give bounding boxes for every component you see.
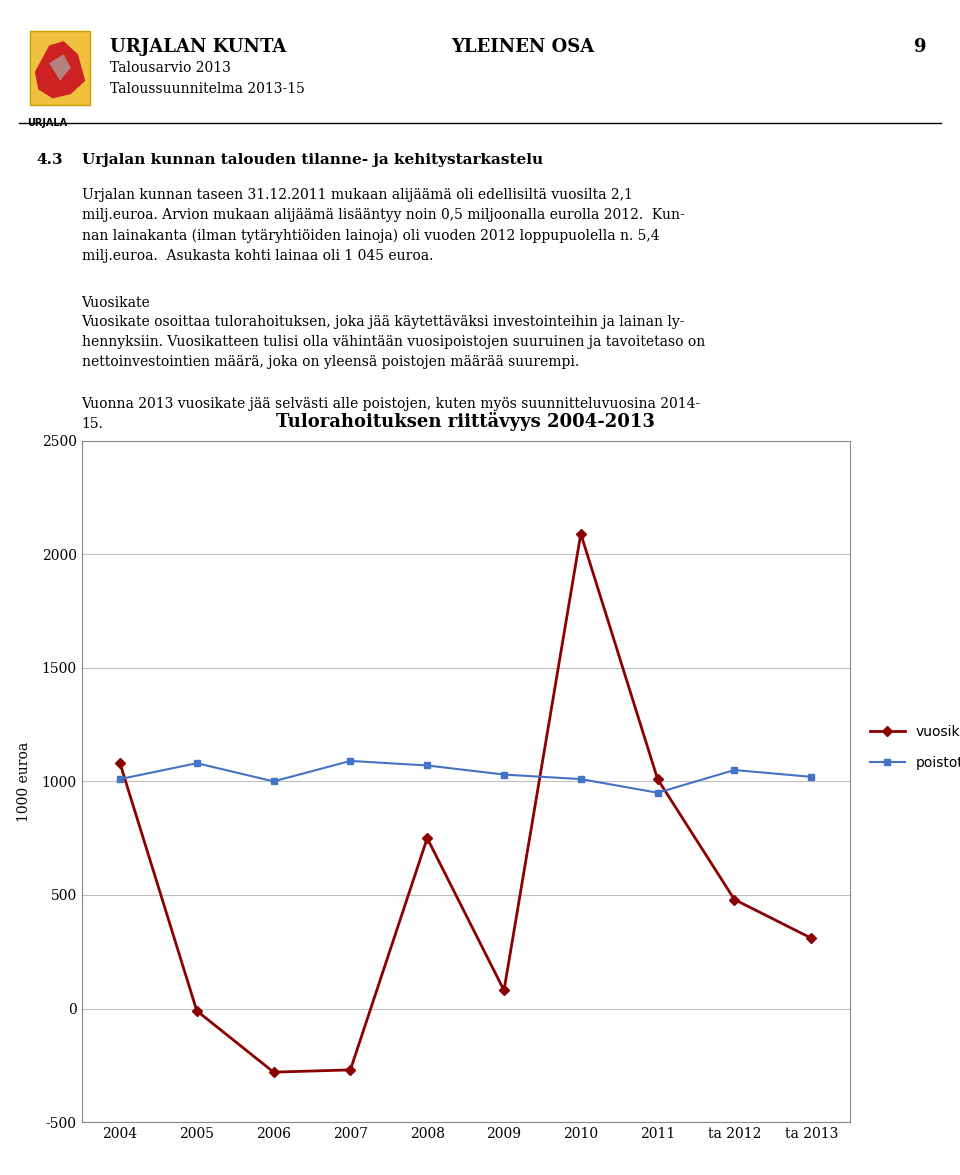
Legend: vuosikate, poistot: vuosikate, poistot: [864, 719, 960, 776]
Text: URJALAN KUNTA: URJALAN KUNTA: [110, 38, 287, 55]
poistot: [345, 754, 356, 768]
Text: Vuonna 2013 vuosikate jää selvästi alle poistojen, kuten myös suunnitteluvuosina: Vuonna 2013 vuosikate jää selvästi alle …: [82, 397, 701, 431]
vuosikate: [114, 757, 126, 771]
poistot: [421, 758, 433, 772]
vuosikate: [345, 1063, 356, 1077]
Bar: [30, 31, 90, 105]
Text: Urjalan kunnan taseen 31.12.2011 mukaan alijäämä oli edellisiltä vuosilta 2,1
mi: Urjalan kunnan taseen 31.12.2011 mukaan …: [82, 188, 684, 263]
Title: Tulorahoituksen riittävyys 2004-2013: Tulorahoituksen riittävyys 2004-2013: [276, 411, 655, 431]
Text: Talousarvio 2013: Talousarvio 2013: [110, 61, 231, 75]
vuosikate: [191, 1003, 203, 1018]
Line: vuosikate: vuosikate: [116, 530, 815, 1075]
poistot: [575, 772, 587, 786]
vuosikate: [805, 931, 817, 945]
vuosikate: [652, 772, 663, 786]
vuosikate: [268, 1065, 279, 1079]
Line: poistot: poistot: [116, 758, 815, 797]
Text: 4.3: 4.3: [36, 153, 63, 167]
vuosikate: [498, 983, 510, 998]
Text: Urjalan kunnan talouden tilanne- ja kehitystarkastelu: Urjalan kunnan talouden tilanne- ja kehi…: [82, 153, 542, 167]
poistot: [114, 772, 126, 786]
Polygon shape: [49, 54, 71, 81]
vuosikate: [729, 893, 740, 907]
vuosikate: [575, 526, 587, 540]
vuosikate: [421, 831, 433, 845]
poistot: [652, 786, 663, 800]
Text: URJALA: URJALA: [27, 118, 67, 128]
Text: Vuosikate: Vuosikate: [82, 296, 151, 310]
Text: YLEINEN OSA: YLEINEN OSA: [451, 38, 594, 55]
poistot: [805, 770, 817, 784]
Text: Taloussuunnitelma 2013-15: Taloussuunnitelma 2013-15: [110, 82, 305, 96]
poistot: [729, 763, 740, 777]
Polygon shape: [35, 41, 85, 99]
Y-axis label: 1000 euroa: 1000 euroa: [16, 741, 31, 821]
poistot: [191, 757, 203, 771]
Text: Vuosikate osoittaa tulorahoituksen, joka jää käytettäväksi investointeihin ja la: Vuosikate osoittaa tulorahoituksen, joka…: [82, 315, 705, 369]
poistot: [268, 774, 279, 788]
Text: 9: 9: [914, 38, 926, 55]
poistot: [498, 767, 510, 781]
